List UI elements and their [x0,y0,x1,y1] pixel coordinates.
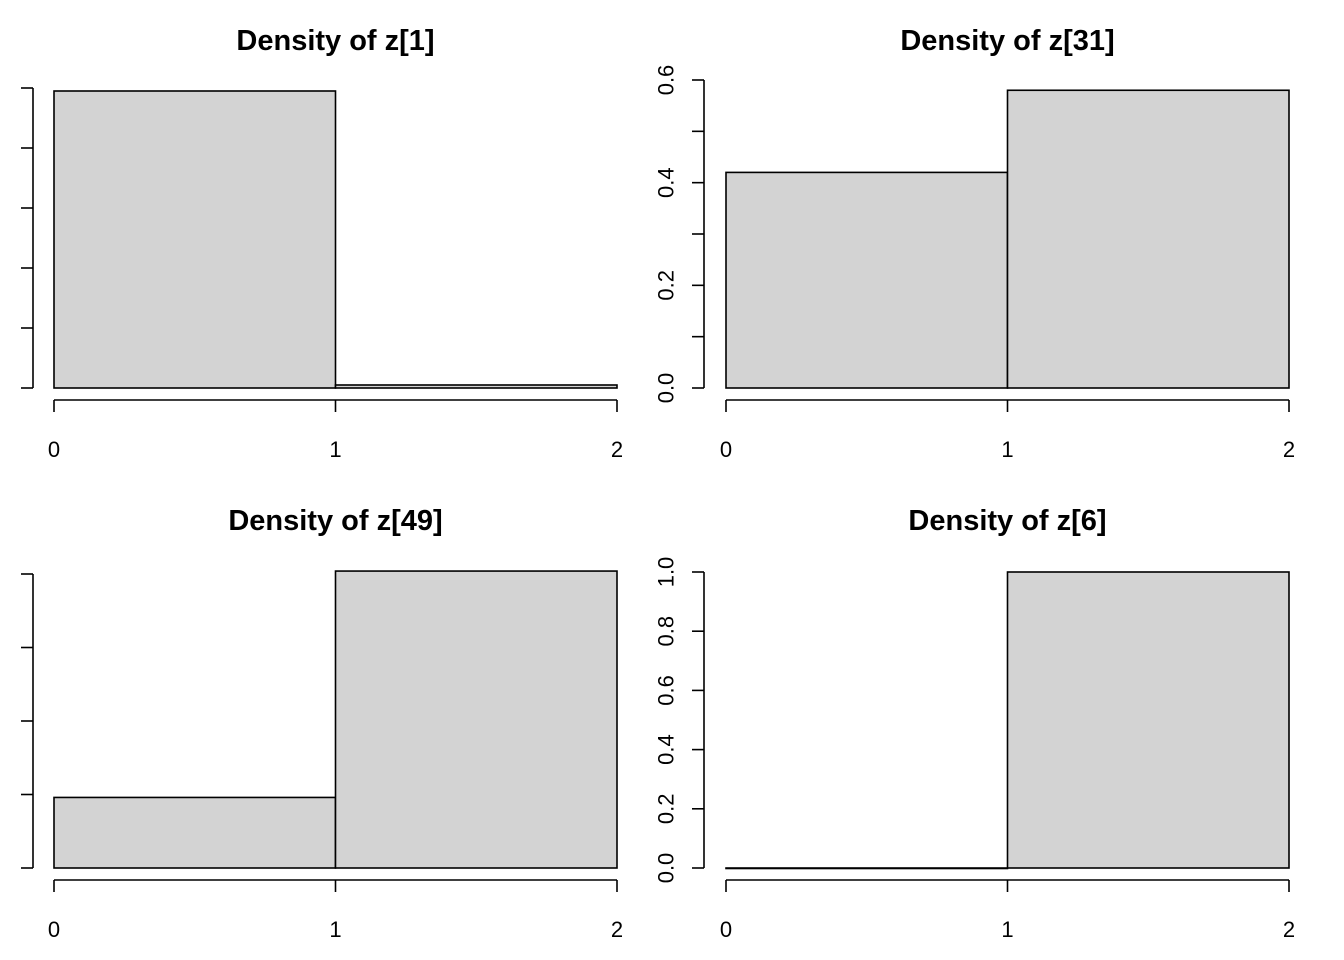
x-tick-label: 1 [329,917,341,942]
y-tick-label: 0.4 [654,167,679,198]
y-tick-label: 0.6 [654,65,679,96]
histogram-panel-3: Density of z[49] 0 1 2 [21,505,623,942]
histogram-bar [334,570,618,869]
histogram-bar [53,90,337,389]
histogram-bar [53,796,337,869]
y-tick-label: 0.0 [654,853,679,884]
chart-title: Density of z[31] [900,25,1114,57]
x-tick-label: 1 [1001,917,1013,942]
x-tick-label: 0 [720,917,732,942]
x-tick-label: 0 [720,437,732,462]
histogram-bar [334,384,618,389]
x-tick-label: 2 [611,917,623,942]
x-tick-label: 1 [1001,437,1013,462]
chart-title: Density of z[1] [236,25,434,57]
y-tick-label: 0.0 [654,373,679,404]
x-tick-label: 0 [48,437,60,462]
histogram-bar [725,171,1009,389]
histogram-panel-2: Density of z[31] 0 1 2 0.0 0.2 0.4 0.6 [654,25,1296,462]
chart-title: Density of z[6] [908,505,1106,537]
chart-title: Density of z[49] [228,505,442,537]
x-tick-label: 2 [611,437,623,462]
y-tick-label: 0.6 [654,675,679,706]
x-tick-label: 0 [48,917,60,942]
histogram-bar [1006,571,1290,869]
histogram-panel-1: Density of z[1] 0 1 2 [21,25,623,462]
x-tick-label: 2 [1283,917,1295,942]
histogram-bar [725,867,1009,870]
y-tick-label: 0.8 [654,616,679,647]
y-tick-label: 0.4 [654,734,679,765]
histogram-bar [1006,89,1290,389]
y-tick-label: 1.0 [654,557,679,588]
x-tick-label: 2 [1283,437,1295,462]
histogram-panel-4: Density of z[6] 0 1 2 0.0 0.2 0.4 0.6 0.8 1.0 [654,505,1296,942]
x-tick-label: 1 [329,437,341,462]
y-tick-label: 0.2 [654,794,679,825]
y-tick-label: 0.2 [654,270,679,301]
